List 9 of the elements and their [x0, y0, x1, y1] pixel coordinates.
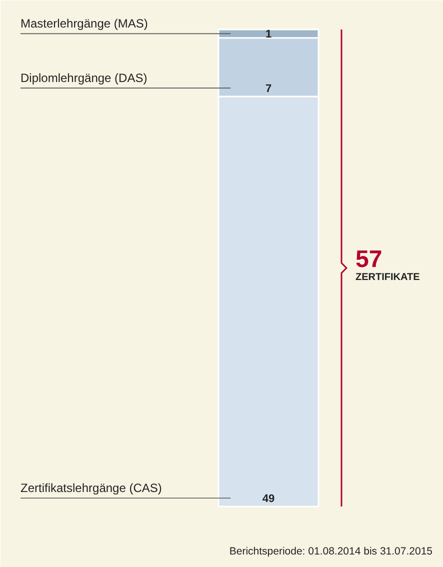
- data-label: 49: [262, 493, 275, 506]
- text: ZERTIFIKATE: [356, 272, 420, 283]
- text: Zertifikatslehrgänge (CAS): [20, 481, 162, 496]
- text: Masterlehrgänge (MAS): [20, 16, 148, 31]
- data-label: 7: [265, 83, 272, 96]
- total-label: 57: [356, 246, 382, 273]
- text: Berichtsperiode: 01.08.2014 bis 31.07.2015: [229, 546, 433, 558]
- data-label: 1: [265, 28, 272, 41]
- text: Diplomlehrgänge (DAS): [20, 71, 148, 86]
